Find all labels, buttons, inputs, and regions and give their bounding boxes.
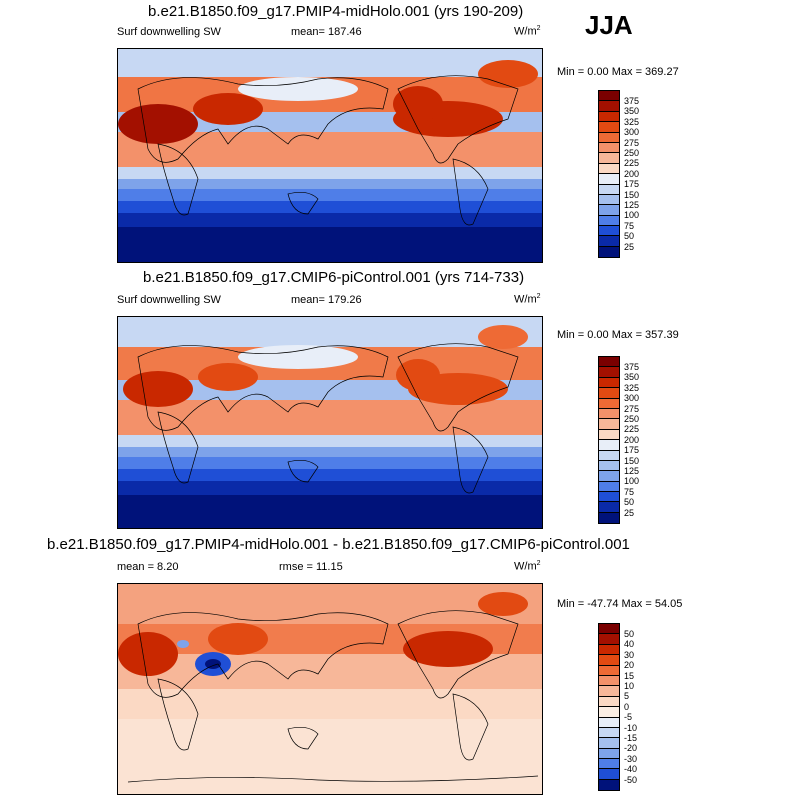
panel2-colorbar xyxy=(598,356,620,524)
colorbar-tick: 325 xyxy=(624,383,640,393)
panel2-mean-label: mean= 179.26 xyxy=(291,294,362,306)
panel1-minmax: Min = 0.00 Max = 369.27 xyxy=(557,66,679,78)
colorbar-tick: 25 xyxy=(624,242,635,252)
colorbar-tick: 150 xyxy=(624,190,640,200)
colorbar-tick: 75 xyxy=(624,221,635,231)
colorbar-tick: 250 xyxy=(624,148,640,158)
colorbar-tick: 75 xyxy=(624,487,635,497)
colorbar-tick: 5 xyxy=(624,691,630,701)
panel1-title: b.e21.B1850.f09_g17.PMIP4-midHolo.001 (y… xyxy=(148,3,524,20)
colorbar-tick: -15 xyxy=(624,733,638,743)
panel2-variable-label: Surf downwelling SW xyxy=(117,294,221,306)
colorbar-tick: 225 xyxy=(624,424,640,434)
colorbar-tick: -20 xyxy=(624,743,638,753)
colorbar-tick: 325 xyxy=(624,117,640,127)
colorbar-tick: 125 xyxy=(624,200,640,210)
colorbar-tick: 200 xyxy=(624,435,640,445)
panel2-map xyxy=(117,316,543,529)
colorbar-tick: 225 xyxy=(624,158,640,168)
panel1-mean-label: mean= 187.46 xyxy=(291,26,362,38)
season-label: JJA xyxy=(585,10,633,40)
panel2-minmax: Min = 0.00 Max = 357.39 xyxy=(557,329,679,341)
colorbar-tick: -5 xyxy=(624,712,633,722)
colorbar-tick: 375 xyxy=(624,96,640,106)
panel1-variable-label: Surf downwelling SW xyxy=(117,26,221,38)
colorbar-tick: 30 xyxy=(624,650,635,660)
colorbar-tick: -40 xyxy=(624,764,638,774)
panel1-units: W/m2 xyxy=(514,25,541,38)
colorbar-tick: 200 xyxy=(624,169,640,179)
colorbar-tick: 100 xyxy=(624,210,640,220)
colorbar-tick: -30 xyxy=(624,754,638,764)
colorbar-tick: 0 xyxy=(624,702,630,712)
colorbar-tick: 50 xyxy=(624,497,635,507)
colorbar-tick: 125 xyxy=(624,466,640,476)
colorbar-tick: 250 xyxy=(624,414,640,424)
panel1-map xyxy=(117,48,543,263)
colorbar-tick: 15 xyxy=(624,671,635,681)
colorbar-tick: 300 xyxy=(624,127,640,137)
colorbar-tick: 10 xyxy=(624,681,635,691)
panel3-minmax: Min = -47.74 Max = 54.05 xyxy=(557,598,683,610)
panel2-map-svg xyxy=(118,317,542,528)
colorbar-tick: -50 xyxy=(624,775,638,785)
panel3-units: W/m2 xyxy=(514,560,541,573)
colorbar-tick: 275 xyxy=(624,138,640,148)
colorbar-tick: 20 xyxy=(624,660,635,670)
panel2-title: b.e21.B1850.f09_g17.CMIP6-piControl.001 … xyxy=(143,269,525,286)
panel1-colorbar xyxy=(598,90,620,258)
colorbar-tick: 175 xyxy=(624,179,640,189)
panel3-mean-label: mean = 8.20 xyxy=(117,561,179,573)
colorbar-tick: -10 xyxy=(624,723,638,733)
colorbar-tick: 275 xyxy=(624,404,640,414)
colorbar-tick: 50 xyxy=(624,629,635,639)
panel3-map-svg xyxy=(118,584,542,794)
panel3-colorbar xyxy=(598,623,620,791)
panel1-map-svg xyxy=(118,49,542,262)
colorbar-tick: 350 xyxy=(624,106,640,116)
panel3-map xyxy=(117,583,543,795)
colorbar-tick: 25 xyxy=(624,508,635,518)
panel3-rmse-label: rmse = 11.15 xyxy=(279,561,343,573)
panel2-units: W/m2 xyxy=(514,293,541,306)
colorbar-tick: 175 xyxy=(624,445,640,455)
colorbar-tick: 40 xyxy=(624,639,635,649)
panel3-title: b.e21.B1850.f09_g17.PMIP4-midHolo.001 - … xyxy=(47,536,630,553)
colorbar-tick: 50 xyxy=(624,231,635,241)
colorbar-tick: 150 xyxy=(624,456,640,466)
colorbar-tick: 300 xyxy=(624,393,640,403)
colorbar-tick: 375 xyxy=(624,362,640,372)
colorbar-tick: 100 xyxy=(624,476,640,486)
colorbar-tick: 350 xyxy=(624,372,640,382)
